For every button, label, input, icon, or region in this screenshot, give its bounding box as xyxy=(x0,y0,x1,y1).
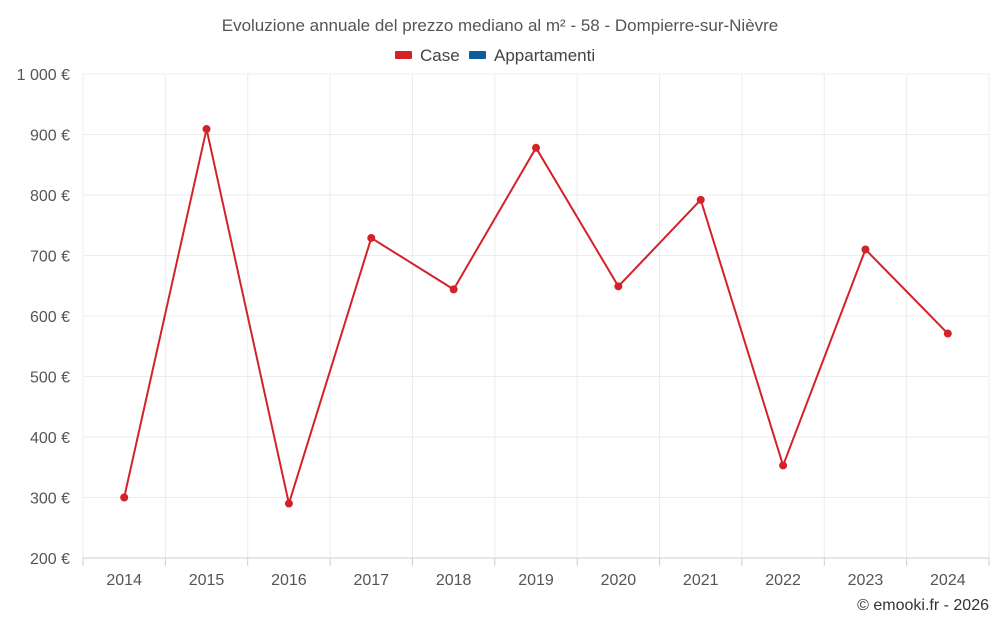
data-point[interactable] xyxy=(284,499,293,508)
legend-label-case: Case xyxy=(420,46,460,65)
data-point[interactable] xyxy=(449,285,458,294)
data-point[interactable] xyxy=(202,125,211,134)
data-point[interactable] xyxy=(532,143,540,152)
y-tick-label: 600 € xyxy=(30,309,70,326)
x-tick-label: 2017 xyxy=(353,572,389,589)
x-tick-label: 2020 xyxy=(601,572,637,589)
data-point[interactable] xyxy=(943,329,952,338)
data-point[interactable] xyxy=(779,461,788,470)
x-tick-label: 2019 xyxy=(518,572,554,589)
legend-swatch-appartamenti xyxy=(469,51,486,59)
y-tick-label: 500 € xyxy=(30,370,70,387)
series-layer xyxy=(120,125,952,508)
legend-swatch-case xyxy=(395,51,412,59)
y-tick-label: 900 € xyxy=(30,128,70,145)
x-tick-label: 2021 xyxy=(683,572,719,589)
legend-label-appartamenti: Appartamenti xyxy=(494,46,595,65)
data-point[interactable] xyxy=(120,493,129,502)
legend-item-appartamenti[interactable]: Appartamenti xyxy=(469,46,595,65)
legend: Case Appartamenti xyxy=(395,46,595,65)
data-point[interactable] xyxy=(696,195,705,204)
chart-title: Evoluzione annuale del prezzo mediano al… xyxy=(222,16,779,35)
x-tick-label: 2023 xyxy=(848,572,884,589)
x-tick-label: 2018 xyxy=(436,572,472,589)
credit-text: © emooki.fr - 2026 xyxy=(857,597,989,614)
y-tick-label: 200 € xyxy=(30,551,70,568)
x-tick-label: 2024 xyxy=(930,572,966,589)
data-point[interactable] xyxy=(861,245,870,254)
data-point[interactable] xyxy=(614,282,623,291)
x-tick-label: 2016 xyxy=(271,572,307,589)
y-tick-label: 1 000 € xyxy=(17,67,70,84)
y-tick-label: 300 € xyxy=(30,491,70,508)
legend-item-case[interactable]: Case xyxy=(395,46,460,65)
y-tick-label: 700 € xyxy=(30,249,70,266)
y-tick-label: 400 € xyxy=(30,430,70,447)
x-tick-label: 2015 xyxy=(189,572,225,589)
gridlines xyxy=(82,73,990,558)
axes: 200 € 300 € 400 € 500 € 600 € 700 € 800 € 900 €… xyxy=(17,67,990,589)
y-tick-label: 800 € xyxy=(30,188,70,205)
x-tick-label: 2014 xyxy=(106,572,142,589)
x-tick-label: 2022 xyxy=(765,572,801,589)
data-point[interactable] xyxy=(367,233,376,242)
